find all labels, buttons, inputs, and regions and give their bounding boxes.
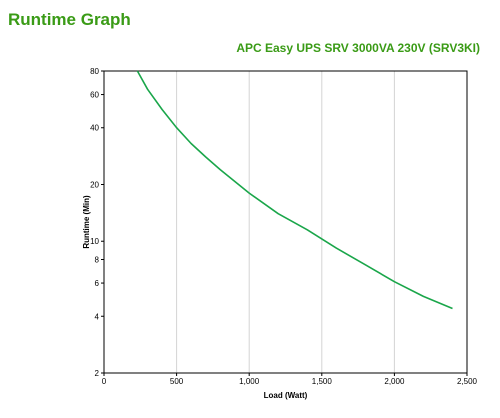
- chart-title: APC Easy UPS SRV 3000VA 230V (SRV3KI): [236, 41, 480, 55]
- plot-frame: [103, 70, 468, 374]
- x-axis-title: Load (Watt): [264, 391, 308, 400]
- y-tick-label: 6: [95, 279, 100, 288]
- runtime-series-line: [136, 70, 453, 310]
- x-tick-label: 500: [170, 377, 184, 386]
- y-tick-label: 80: [90, 67, 99, 76]
- y-tick-label: 2: [95, 369, 100, 378]
- x-tick-label: 1,000: [239, 377, 260, 386]
- axis-layer: [101, 70, 468, 376]
- tick-layer: 0 500 1,000 1,500 2,000 2,500 2 4 6 8 10 20 40 60 80: [90, 67, 477, 386]
- grid-layer: [176, 71, 395, 373]
- y-tick-label: 40: [90, 124, 99, 133]
- y-tick-label: 10: [90, 237, 99, 246]
- page-title: Runtime Graph: [8, 10, 131, 29]
- y-tick-label: 20: [90, 180, 99, 189]
- y-axis-title: Runtime (Min): [82, 195, 91, 249]
- x-tick-label: 2,000: [384, 377, 405, 386]
- x-tick-label: 2,500: [457, 377, 478, 386]
- series-layer: [136, 70, 453, 310]
- x-tick-label: 1,500: [312, 377, 333, 386]
- y-tick-label: 4: [95, 312, 100, 321]
- y-tick-label: 60: [90, 91, 99, 100]
- x-tick-label: 0: [102, 377, 107, 386]
- y-tick-label: 8: [95, 256, 100, 265]
